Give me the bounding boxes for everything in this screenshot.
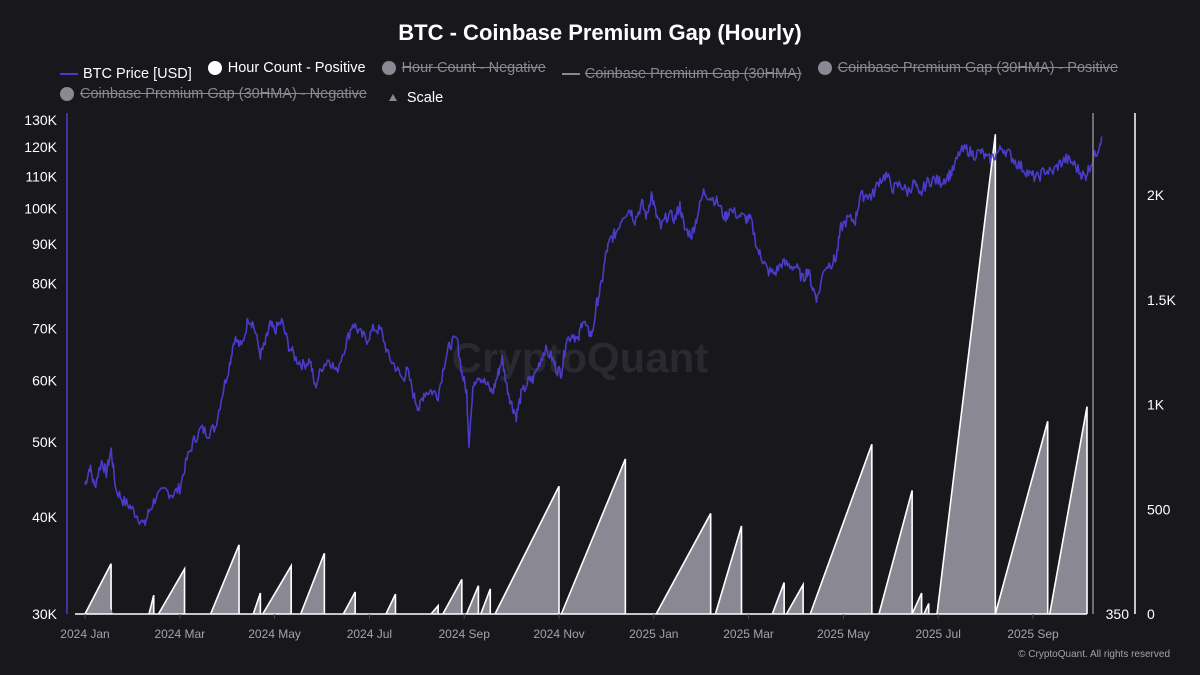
hour-count-ramp-2 — [157, 565, 186, 615]
hour-count-ramp-11 — [465, 585, 480, 615]
hour-count-ramp-3 — [209, 544, 240, 615]
hour-count-ramp-15 — [655, 513, 712, 615]
x-tick-label: 2024 Jul — [347, 627, 392, 641]
scale-marker-icon — [105, 607, 113, 613]
dot-swatch-icon — [60, 87, 74, 101]
y-left-tick-label: 80K — [32, 276, 58, 292]
x-tick-label: 2024 Jan — [60, 627, 109, 641]
line-swatch-icon — [60, 73, 78, 75]
hour-count-ramp-14 — [560, 458, 627, 615]
hour-count-ramp-17 — [771, 582, 785, 615]
y-right-tick-label: 2K — [1147, 187, 1165, 203]
y-mid-tick-label: 350 — [1106, 606, 1130, 622]
hour-count-ramp-5 — [262, 562, 292, 615]
y-left-tick-label: 70K — [32, 321, 58, 337]
legend-label: Scale — [406, 89, 444, 106]
hour-count-ramp-23 — [936, 134, 997, 615]
legend-label: Coinbase Premium Gap (30HMA) — [584, 66, 802, 82]
x-tick-label: 2025 Sep — [1007, 627, 1059, 641]
y-left-tick-label: 90K — [32, 236, 58, 252]
btc-price-layer — [84, 136, 1103, 527]
x-tick-label: 2025 May — [817, 627, 870, 641]
y-left-tick-label: 120K — [24, 139, 57, 155]
x-tick-label: 2024 May — [248, 627, 301, 641]
axes-layer: 30K 40K 50K 60K 70K 80K 90K 100K 110K 120K 130K 0 50… — [24, 112, 1176, 641]
hour-count-ramp-8 — [385, 593, 397, 615]
y-left-tick-label: 60K — [32, 372, 58, 388]
y-right-tick-label: 500 — [1147, 501, 1171, 517]
legend-label: Hour Count - Positive — [227, 60, 366, 76]
dot-swatch-icon — [381, 61, 396, 75]
x-tick-label: 2025 Mar — [723, 627, 774, 641]
y-right-tick-label: 1K — [1147, 397, 1165, 413]
x-tick-label: 2024 Mar — [154, 627, 205, 641]
hour-count-ramp-10 — [442, 579, 463, 615]
x-tick-label: 2024 Sep — [439, 627, 491, 641]
legend-item-4[interactable]: Coinbase Premium Gap (30HMA) - Positive — [817, 58, 1119, 78]
legend-item-6[interactable]: Scale — [383, 88, 443, 108]
y-right-tick-label: 1.5K — [1147, 292, 1176, 308]
hour-count-ramp-18 — [785, 581, 804, 615]
hour-count-area-layer — [75, 134, 1088, 615]
hour-count-ramp-1 — [148, 594, 155, 615]
legend-item-3[interactable]: Coinbase Premium Gap (30HMA) — [561, 64, 802, 84]
line-swatch-icon — [561, 73, 580, 75]
legend-item-2[interactable]: Hour Count - Negative — [381, 58, 546, 78]
y-left-tick-label: 40K — [32, 509, 58, 525]
legend-label: Coinbase Premium Gap (30HMA) - Positive — [837, 60, 1119, 76]
hour-count-ramp-6 — [299, 552, 326, 615]
legend-item-1[interactable]: Hour Count - Positive — [207, 58, 366, 78]
hour-count-ramp-20 — [878, 490, 913, 615]
hour-count-ramp-9 — [430, 603, 439, 615]
x-tick-label: 2024 Nov — [533, 627, 584, 641]
hour-count-ramp-24 — [994, 421, 1049, 615]
y-left-tick-label: 30K — [32, 606, 58, 622]
hour-count-ramp-7 — [342, 591, 356, 615]
hour-count-ramp-16 — [714, 525, 743, 615]
y-left-tick-label: 50K — [32, 434, 58, 450]
chart-title: BTC - Coinbase Premium Gap (Hourly) — [398, 20, 802, 45]
legend-item-5[interactable]: Coinbase Premium Gap (30HMA) - Negative — [60, 84, 367, 104]
y-left-tick-label: 100K — [24, 200, 57, 216]
copyright-text: © CryptoQuant. All rights reserved — [1018, 649, 1170, 660]
hour-count-ramp-25 — [1048, 406, 1088, 615]
x-tick-label: 2025 Jan — [629, 627, 678, 641]
watermark-text: CryptoQuant — [452, 334, 709, 381]
y-left-tick-label: 110K — [25, 168, 57, 184]
legend-label: BTC Price [USD] — [83, 66, 192, 82]
btc-price-line — [84, 136, 1103, 527]
y-right-tick-label: 0 — [1147, 606, 1155, 622]
legend-item-0[interactable]: BTC Price [USD] — [60, 64, 192, 84]
legend-label: Coinbase Premium Gap (30HMA) - Negative — [80, 86, 367, 102]
dot-swatch-icon — [207, 61, 222, 75]
triangle-swatch-icon — [388, 94, 397, 101]
dot-swatch-icon — [817, 61, 832, 75]
x-tick-label: 2025 Jul — [916, 627, 961, 641]
hour-count-ramp-12 — [480, 588, 492, 615]
chart-legend: BTC Price [USD] Hour Count - Positive Hour… — [60, 58, 1160, 108]
hour-count-ramp-22 — [923, 603, 930, 615]
hour-count-ramp-19 — [809, 444, 873, 615]
hour-count-ramp-21 — [911, 592, 923, 615]
legend-label: Hour Count - Negative — [401, 60, 546, 76]
hour-count-ramp-4 — [252, 592, 262, 615]
hour-count-ramp-13 — [494, 485, 560, 615]
hour-count-ramp-0 — [84, 563, 112, 615]
y-left-tick-label: 130K — [24, 112, 57, 128]
